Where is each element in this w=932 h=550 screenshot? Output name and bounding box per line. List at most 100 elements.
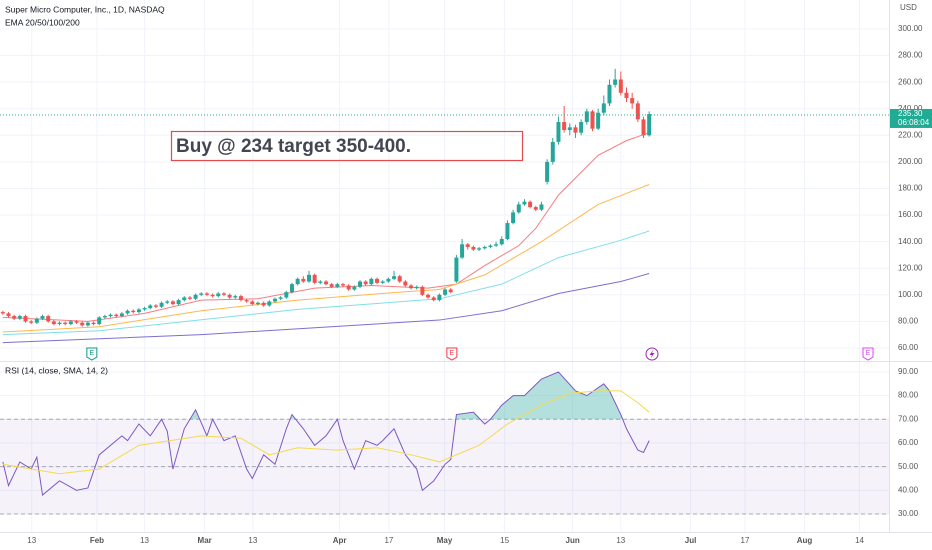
candle-body	[624, 92, 629, 99]
candle-body	[335, 284, 340, 287]
candle-body	[312, 274, 317, 283]
candle-body	[51, 321, 56, 325]
x-tick-label: Aug	[797, 536, 813, 545]
line	[2, 390, 650, 475]
news-marker[interactable]	[645, 347, 659, 361]
x-tick-label: 17	[384, 536, 393, 545]
x-tick-label: Feb	[90, 536, 104, 545]
candle-body	[545, 161, 550, 182]
candle-body	[499, 238, 504, 245]
candle-body	[102, 316, 107, 318]
x-tick-label: Apr	[333, 536, 347, 545]
candle-body	[324, 281, 329, 285]
x-tick-label: 15	[500, 536, 509, 545]
candle-body	[369, 278, 374, 285]
y-tick-label: 300.00	[898, 24, 923, 33]
candle-body	[301, 278, 306, 282]
candle-body	[46, 316, 51, 322]
candle-body	[471, 246, 476, 250]
x-tick-label: 17	[741, 536, 750, 545]
candle-body	[579, 122, 584, 133]
candle-body	[261, 302, 266, 306]
candle-body	[562, 122, 567, 130]
candle-body	[97, 317, 102, 325]
candles	[0, 68, 652, 327]
candle-body	[278, 297, 283, 299]
y-tick-label: 220.00	[898, 130, 923, 139]
candle-body	[584, 111, 589, 123]
candle-body	[465, 244, 470, 247]
event-label: E	[450, 350, 455, 357]
candle-body	[74, 321, 79, 323]
candle-body	[505, 223, 510, 239]
candle-body	[630, 98, 635, 104]
candle-body	[380, 281, 385, 283]
candle-body	[397, 276, 402, 282]
candle-body	[482, 246, 487, 249]
candle-body	[114, 314, 119, 317]
x-tick-label: Jun	[566, 536, 580, 545]
candle-body	[131, 310, 136, 313]
candle-body	[68, 321, 73, 325]
y-tick-label: 200.00	[898, 157, 923, 166]
candle-body	[29, 321, 34, 323]
candle-body	[647, 114, 652, 136]
candle-body	[6, 313, 11, 317]
candle-body	[488, 245, 493, 247]
y-tick-label: 80.00	[898, 317, 919, 326]
x-tick-label: Mar	[198, 536, 212, 545]
candle-body	[392, 276, 397, 279]
candle-body	[550, 141, 555, 162]
candle-body	[57, 322, 62, 325]
chart-title: Super Micro Computer, Inc., 1D, NASDAQ	[5, 4, 165, 14]
x-tick-label: 13	[140, 536, 149, 545]
candle-body	[426, 294, 431, 298]
candle-body	[272, 298, 277, 302]
candle-body	[494, 244, 499, 246]
candle-body	[448, 289, 453, 293]
y-tick-label: 260.00	[898, 77, 923, 86]
y-tick-label: 240.00	[898, 104, 923, 113]
candle-body	[635, 103, 640, 120]
candle-body	[618, 79, 623, 93]
overbought-fill	[2, 371, 650, 420]
annotation-box	[170, 130, 524, 162]
candle-body	[40, 316, 45, 319]
last-price-box	[890, 108, 932, 128]
candle-body	[80, 322, 85, 326]
candle-body	[511, 212, 516, 224]
candle-body	[233, 296, 238, 298]
y-tick-label: 40.00	[898, 485, 919, 494]
y-tick-label: 60.00	[898, 343, 919, 352]
y-tick-label: 160.00	[898, 210, 923, 219]
rsi-lines	[2, 371, 650, 497]
last-price-label: 235.30	[898, 109, 923, 118]
candle-body	[267, 301, 272, 306]
candle-body	[613, 79, 618, 85]
candle-body	[63, 322, 68, 325]
candle-body	[556, 122, 561, 142]
candle-body	[295, 278, 300, 285]
candle-body	[409, 285, 414, 289]
rsi-label: RSI (14, close, SMA, 14, 2)	[5, 365, 108, 375]
event-marker	[446, 347, 458, 361]
y-tick-label: 60.00	[898, 438, 919, 447]
x-tick-label: 13	[248, 536, 257, 545]
candle-body	[125, 310, 130, 314]
candle-body	[403, 281, 408, 286]
candle-body	[318, 281, 323, 283]
candle-body	[148, 305, 153, 309]
candle-body	[516, 204, 521, 213]
candle-body	[590, 111, 595, 129]
x-tick-label: 14	[855, 536, 864, 545]
indicator-label: EMA 20/50/100/200	[5, 17, 80, 27]
annotation: Buy @ 234 target 350-400.	[176, 136, 411, 157]
ema-lines	[2, 132, 650, 344]
candle-body	[176, 300, 181, 305]
candle-body	[244, 300, 249, 302]
candle-body	[153, 305, 158, 307]
candle-body	[601, 103, 606, 113]
candle-body	[477, 248, 482, 250]
